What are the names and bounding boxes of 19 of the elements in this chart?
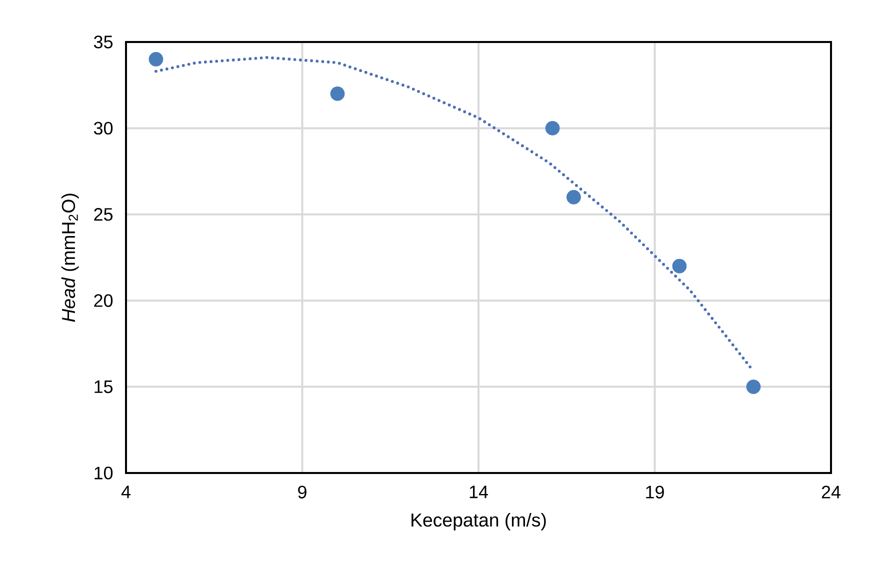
x-tick-label: 19: [646, 486, 664, 498]
y-axis-title: Head (mmH$_{2}$O): [61, 194, 79, 322]
y-tick-label: 35: [94, 36, 113, 48]
x-tick-label: 4: [121, 486, 130, 498]
y-tick-label: 25: [94, 208, 113, 221]
x-tick-label: 14: [470, 486, 488, 498]
point: [148, 52, 164, 66]
point: [330, 86, 345, 101]
point: [545, 120, 560, 136]
x-tick-label: 24: [822, 486, 840, 498]
y-tick-label: 10: [94, 466, 113, 480]
y-tick-label: 30: [94, 122, 113, 135]
y-tick-label: 15: [94, 380, 113, 394]
point: [672, 258, 687, 274]
point: [746, 380, 761, 394]
y-tick-label: 20: [94, 294, 113, 307]
x-tick-label: 9: [298, 486, 306, 498]
point: [566, 190, 581, 204]
x-axis-title: Kecepatan (m/s): [412, 512, 546, 530]
